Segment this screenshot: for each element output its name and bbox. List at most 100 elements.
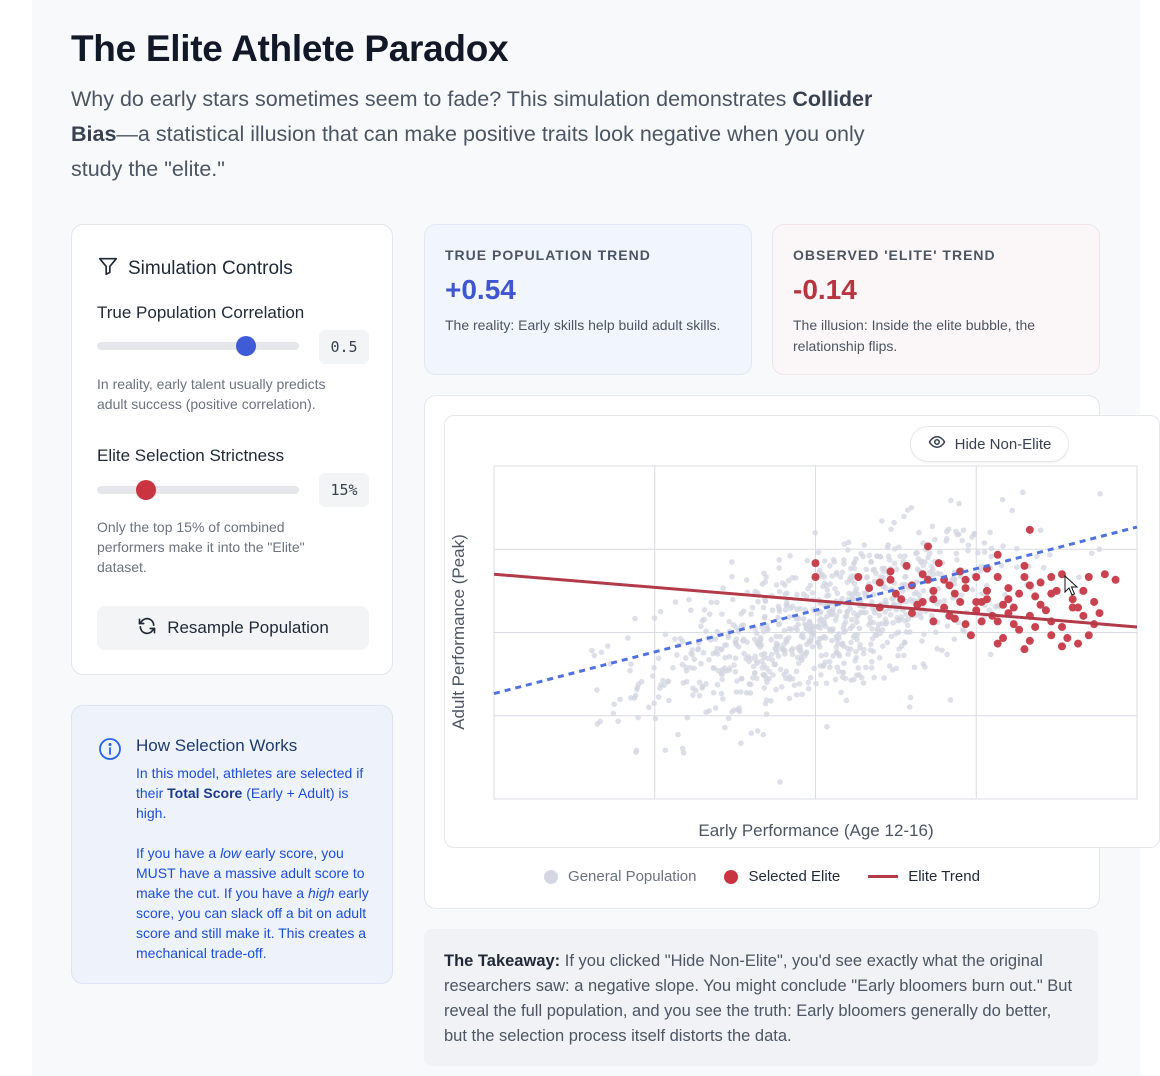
resample-button[interactable]: Resample Population	[97, 606, 369, 650]
elite-point	[929, 595, 938, 604]
general-point	[712, 705, 719, 711]
general-point	[983, 582, 990, 589]
elite-point	[945, 581, 954, 590]
general-point	[710, 664, 717, 671]
general-point	[932, 629, 939, 635]
general-point	[807, 674, 814, 681]
general-point	[823, 593, 830, 599]
elite-point	[924, 542, 933, 551]
general-point	[893, 566, 900, 572]
general-point	[975, 549, 981, 556]
legend-trend-swatch	[868, 875, 899, 878]
general-point	[725, 715, 732, 722]
general-point	[733, 636, 740, 642]
general-point	[884, 639, 891, 646]
general-point	[789, 603, 796, 610]
general-point	[611, 701, 617, 708]
general-point	[761, 685, 768, 691]
general-point	[798, 655, 805, 662]
correlation-slider[interactable]	[97, 336, 299, 356]
general-point	[1037, 527, 1044, 534]
general-point	[748, 611, 754, 617]
general-point	[891, 560, 898, 567]
general-point	[914, 566, 921, 572]
general-point	[888, 595, 895, 602]
general-point	[827, 664, 833, 671]
general-point	[987, 529, 993, 536]
general-point	[1047, 552, 1053, 558]
true-trend-line	[493, 525, 1138, 696]
general-point	[786, 676, 793, 683]
general-point	[1013, 545, 1020, 552]
correlation-slider-thumb[interactable]	[236, 336, 257, 356]
general-point	[807, 638, 814, 644]
elite-point	[1036, 600, 1045, 609]
general-point	[738, 689, 744, 695]
general-point	[679, 745, 686, 752]
elite-point	[811, 573, 820, 581]
general-point	[782, 606, 789, 613]
general-point	[763, 711, 770, 717]
general-point	[896, 544, 902, 551]
strictness-slider-thumb[interactable]	[135, 480, 156, 500]
x-axis-label: Early Performance (Age 12-16)	[698, 821, 933, 840]
general-point	[833, 612, 840, 619]
general-point	[723, 642, 730, 648]
general-point	[635, 714, 641, 721]
general-point	[841, 541, 848, 547]
legend-trend: Elite Trend	[868, 868, 980, 885]
general-point	[922, 559, 928, 565]
elite-point	[1031, 592, 1040, 601]
general-point	[594, 721, 601, 727]
general-point	[853, 556, 859, 562]
general-point	[1000, 543, 1006, 549]
true-trend-value: +0.54	[445, 274, 516, 305]
strictness-slider[interactable]	[97, 480, 299, 500]
general-point	[874, 627, 881, 634]
general-point	[848, 639, 854, 646]
general-point	[929, 523, 936, 530]
general-point	[786, 625, 792, 632]
general-point	[829, 573, 836, 579]
general-point	[886, 663, 893, 669]
general-point	[858, 550, 864, 557]
y-axis-label: Adult Performance (Peak)	[449, 534, 468, 730]
general-point	[945, 526, 952, 533]
general-point	[699, 683, 706, 690]
elite-point	[956, 567, 965, 576]
hide-non-elite-button[interactable]: Hide Non-Elite	[910, 426, 1069, 462]
general-point	[682, 655, 689, 661]
hide-non-elite-label: Hide Non-Elite	[954, 435, 1052, 453]
general-point	[851, 610, 857, 616]
mouse-cursor-icon	[1064, 574, 1079, 596]
elite-point	[961, 575, 970, 584]
elite-point	[999, 600, 1008, 609]
elite-point	[1047, 631, 1056, 640]
general-point	[628, 661, 634, 667]
general-point	[965, 542, 972, 549]
elite-point	[993, 617, 1002, 626]
general-point	[684, 714, 691, 721]
general-point	[986, 607, 993, 613]
general-point	[775, 621, 782, 628]
general-point	[700, 649, 707, 656]
general-point	[951, 576, 957, 582]
general-point	[842, 628, 849, 634]
elite-point	[1041, 606, 1050, 615]
general-point	[871, 566, 877, 573]
general-point	[944, 623, 951, 629]
elite-point	[977, 617, 986, 626]
general-point	[888, 633, 895, 640]
general-point	[1088, 550, 1095, 557]
general-point	[758, 642, 765, 648]
general-point	[833, 633, 840, 640]
controls-header: Simulation Controls	[97, 255, 293, 283]
general-point	[679, 638, 686, 644]
general-point	[839, 674, 846, 680]
general-point	[738, 740, 744, 747]
general-point	[604, 643, 611, 649]
general-point	[928, 563, 935, 570]
general-point	[691, 656, 698, 663]
general-point	[777, 666, 784, 673]
general-point	[748, 655, 754, 662]
